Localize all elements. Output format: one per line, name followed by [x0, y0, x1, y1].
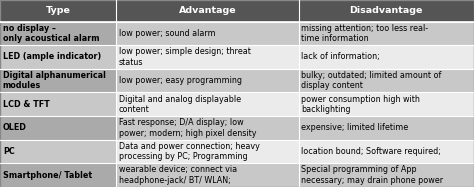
Bar — [0, 116, 116, 140]
Text: bulky; outdated; limited amount of
display content: bulky; outdated; limited amount of displ… — [301, 71, 442, 90]
Bar — [116, 69, 299, 92]
Text: Smartphone/ Tablet: Smartphone/ Tablet — [3, 171, 92, 180]
Text: location bound; Software required;: location bound; Software required; — [301, 147, 441, 156]
Bar — [116, 140, 299, 163]
Bar — [116, 22, 299, 45]
Bar — [299, 22, 474, 45]
Text: missing attention; too less real-
time information: missing attention; too less real- time i… — [301, 24, 428, 43]
Bar — [116, 0, 299, 22]
Bar — [299, 92, 474, 116]
Bar — [0, 22, 116, 45]
Text: PC: PC — [3, 147, 15, 156]
Bar — [299, 116, 474, 140]
Text: Special programming of App
necessary; may drain phone power: Special programming of App necessary; ma… — [301, 165, 444, 185]
Text: Digital and analog displayable
content: Digital and analog displayable content — [119, 95, 241, 114]
Bar — [299, 0, 474, 22]
Text: OLED: OLED — [3, 123, 27, 132]
Bar — [0, 69, 116, 92]
Text: Type: Type — [46, 6, 71, 15]
Text: LED (ample indicator): LED (ample indicator) — [3, 53, 101, 62]
Bar — [299, 140, 474, 163]
Bar — [0, 45, 116, 69]
Bar — [0, 140, 116, 163]
Bar — [299, 45, 474, 69]
Bar — [0, 0, 116, 22]
Bar — [116, 92, 299, 116]
Bar — [0, 92, 116, 116]
Bar — [0, 163, 116, 187]
Text: Disadvantage: Disadvantage — [350, 6, 423, 15]
Bar — [116, 45, 299, 69]
Text: Data and power connection; heavy
processing by PC; Programming: Data and power connection; heavy process… — [119, 142, 260, 161]
Text: expensive; limited lifetime: expensive; limited lifetime — [301, 123, 409, 132]
Text: lack of information;: lack of information; — [301, 53, 380, 62]
Bar — [299, 69, 474, 92]
Text: no display –
only acoustical alarm: no display – only acoustical alarm — [3, 24, 100, 43]
Bar — [116, 116, 299, 140]
Text: low power; simple design; threat
status: low power; simple design; threat status — [119, 47, 251, 67]
Text: Digital alphanumerical
modules: Digital alphanumerical modules — [3, 71, 106, 90]
Bar — [299, 163, 474, 187]
Text: low power; sound alarm: low power; sound alarm — [119, 29, 216, 38]
Text: power consumption high with
backlighting: power consumption high with backlighting — [301, 95, 420, 114]
Text: low power; easy programming: low power; easy programming — [119, 76, 242, 85]
Bar — [116, 163, 299, 187]
Text: Advantage: Advantage — [179, 6, 236, 15]
Text: LCD & TFT: LCD & TFT — [3, 100, 50, 109]
Text: wearable device; connect via
headphone-jack/ BT/ WLAN;: wearable device; connect via headphone-j… — [119, 165, 237, 185]
Text: Fast response; D/A display; low
power; modern; high pixel density: Fast response; D/A display; low power; m… — [119, 118, 256, 138]
